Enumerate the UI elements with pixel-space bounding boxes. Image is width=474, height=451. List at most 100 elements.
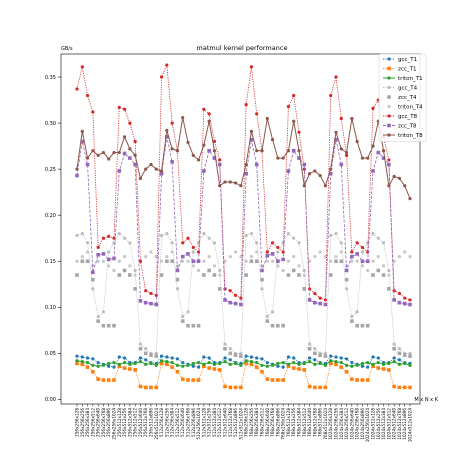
data-point (313, 347, 317, 351)
data-point (133, 368, 137, 372)
x-tick-label: 768x512x1024 (323, 408, 328, 440)
data-point (91, 110, 95, 114)
data-point (191, 153, 195, 157)
data-point (360, 250, 365, 254)
data-point (75, 273, 79, 277)
data-point (318, 385, 322, 390)
data-point (408, 302, 412, 307)
legend-marker (387, 114, 391, 118)
data-point (112, 365, 116, 369)
data-point (186, 236, 190, 240)
data-point (175, 369, 180, 374)
data-point (328, 273, 333, 277)
data-point (371, 364, 375, 369)
data-point (212, 367, 217, 371)
data-point (408, 354, 412, 358)
legend-marker (387, 57, 391, 61)
data-point (297, 362, 301, 366)
data-point (244, 162, 248, 167)
data-point (350, 116, 354, 121)
data-point (223, 346, 227, 351)
series-line-gcc_T8 (76, 63, 411, 301)
data-point (196, 259, 201, 264)
data-point (186, 378, 190, 382)
x-tick-label: 768x512x384 (297, 408, 302, 437)
data-point (202, 169, 206, 173)
data-point (122, 135, 127, 139)
data-point (392, 384, 396, 389)
data-point (112, 256, 116, 261)
data-point (101, 259, 106, 263)
data-point (365, 378, 370, 382)
x-tick-label: 768x256x768 (270, 408, 275, 437)
data-point (392, 360, 396, 364)
data-point (85, 356, 90, 360)
data-point (344, 363, 349, 367)
data-point (366, 365, 370, 369)
data-point (281, 268, 285, 273)
data-point (107, 234, 111, 238)
data-point (344, 153, 349, 157)
data-point (313, 362, 317, 366)
data-point (360, 259, 365, 264)
data-point (117, 364, 122, 369)
data-point (101, 252, 106, 256)
data-point (381, 241, 386, 245)
data-point (265, 364, 269, 368)
data-point (265, 259, 269, 263)
data-point (128, 241, 132, 245)
data-point (408, 255, 412, 259)
x-tick-label: 256x256x896 (106, 408, 111, 437)
data-point (191, 378, 196, 382)
x-tick-label: 768x256x1024 (281, 408, 286, 440)
data-point (154, 351, 158, 355)
data-point (318, 250, 322, 254)
data-point (159, 273, 164, 277)
x-tick-label: 1024x256x384 (339, 408, 344, 440)
data-point (244, 259, 248, 263)
x-tick-label: 768x512x256 (291, 408, 296, 437)
data-point (265, 319, 270, 323)
data-point (223, 259, 227, 263)
data-point (101, 378, 106, 382)
data-point (207, 148, 211, 153)
data-point (387, 184, 391, 188)
data-point (175, 277, 180, 282)
data-point (339, 116, 343, 121)
data-point (408, 385, 412, 390)
data-point (329, 233, 333, 238)
data-point (339, 147, 343, 151)
data-point (223, 360, 227, 364)
data-point (355, 310, 359, 314)
data-point (149, 385, 153, 390)
data-point (202, 355, 206, 359)
data-point (344, 150, 349, 155)
data-point (91, 287, 95, 291)
data-point (302, 287, 307, 291)
data-point (286, 362, 291, 366)
data-point (165, 135, 169, 139)
data-point (107, 250, 111, 254)
data-point (154, 363, 158, 367)
data-point (360, 364, 365, 368)
legend-marker (387, 76, 391, 80)
data-point (255, 149, 259, 153)
data-point (286, 273, 291, 277)
data-point (101, 310, 106, 314)
legend-entry: gcc_T1 (383, 57, 417, 63)
data-point (218, 273, 222, 277)
data-point (80, 232, 84, 236)
data-point (255, 250, 259, 254)
data-point (80, 255, 84, 259)
data-point (408, 351, 412, 355)
data-point (302, 184, 306, 188)
data-point (270, 138, 275, 142)
data-point (292, 255, 296, 259)
data-point (133, 139, 137, 144)
data-point (96, 360, 100, 365)
data-point (207, 366, 211, 370)
data-point (239, 385, 243, 390)
data-point (350, 360, 354, 365)
data-point (228, 300, 233, 305)
data-point (186, 310, 190, 314)
